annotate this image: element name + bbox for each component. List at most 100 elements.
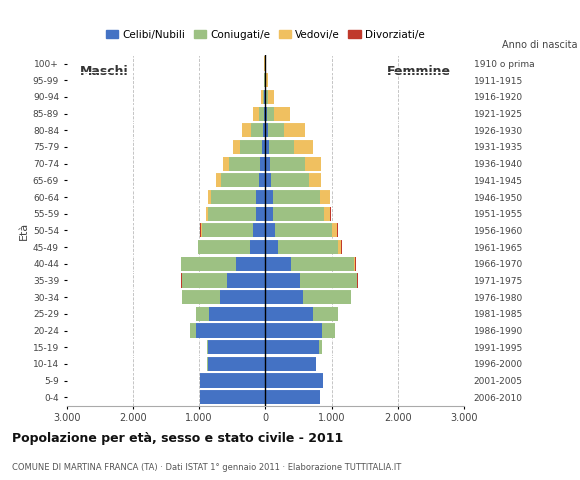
Bar <box>216 173 220 187</box>
Bar <box>266 373 323 388</box>
Text: Popolazione per età, sesso e stato civile - 2011: Popolazione per età, sesso e stato civil… <box>12 432 343 445</box>
Bar <box>268 90 274 104</box>
Bar <box>262 140 266 154</box>
Bar <box>259 173 266 187</box>
Bar <box>332 223 337 238</box>
Bar <box>354 257 356 271</box>
Bar <box>313 307 338 321</box>
Bar <box>274 223 332 238</box>
Bar <box>270 156 306 171</box>
Bar <box>266 206 273 221</box>
Bar <box>233 140 240 154</box>
Bar <box>330 206 331 221</box>
Bar <box>309 173 321 187</box>
Bar <box>200 223 201 238</box>
Bar <box>209 307 266 321</box>
Bar <box>256 206 266 221</box>
Bar <box>256 190 266 204</box>
Bar <box>337 223 338 238</box>
Bar <box>269 123 284 137</box>
Bar <box>338 240 341 254</box>
Bar <box>264 90 266 104</box>
Bar <box>324 206 330 221</box>
Bar <box>300 274 357 288</box>
Bar <box>240 140 262 154</box>
Bar <box>273 190 320 204</box>
Bar <box>266 324 322 337</box>
Bar <box>266 257 291 271</box>
Legend: Celibi/Nubili, Coniugati/e, Vedovi/e, Divorziati/e: Celibi/Nubili, Coniugati/e, Vedovi/e, Di… <box>102 25 429 44</box>
Bar <box>266 357 316 371</box>
Bar <box>266 90 268 104</box>
Bar <box>201 223 202 238</box>
Bar <box>266 140 269 154</box>
Bar <box>229 156 260 171</box>
Bar <box>271 173 309 187</box>
Text: COMUNE DI MARTINA FRANCA (TA) · Dati ISTAT 1° gennaio 2011 · Elaborazione TUTTIT: COMUNE DI MARTINA FRANCA (TA) · Dati IST… <box>12 463 401 472</box>
Bar <box>267 107 274 120</box>
Text: Anno di nascita: Anno di nascita <box>502 40 577 50</box>
Bar <box>208 340 266 354</box>
Bar <box>266 240 278 254</box>
Bar <box>266 223 274 238</box>
Bar <box>227 274 266 288</box>
Bar <box>206 340 208 354</box>
Bar <box>211 190 256 204</box>
Bar <box>266 290 303 304</box>
Bar <box>320 190 329 204</box>
Bar <box>266 190 273 204</box>
Bar <box>182 290 220 304</box>
Bar <box>303 290 351 304</box>
Text: Maschi: Maschi <box>80 65 129 78</box>
Bar <box>263 90 264 104</box>
Bar <box>260 156 266 171</box>
Bar <box>266 390 320 404</box>
Bar <box>266 173 271 187</box>
Bar <box>201 390 266 404</box>
Bar <box>266 73 268 87</box>
Bar <box>223 156 229 171</box>
Bar <box>196 324 266 337</box>
Bar <box>291 257 354 271</box>
Bar <box>294 140 313 154</box>
Y-axis label: Età: Età <box>19 221 28 240</box>
Bar <box>253 223 266 238</box>
Bar <box>266 307 313 321</box>
Bar <box>278 240 338 254</box>
Bar <box>198 240 250 254</box>
Bar <box>190 324 196 337</box>
Bar <box>220 290 266 304</box>
Bar <box>322 324 335 337</box>
Bar <box>266 123 269 137</box>
Bar <box>202 223 253 238</box>
Bar <box>182 274 227 288</box>
Bar <box>220 173 259 187</box>
Bar <box>266 156 270 171</box>
Bar <box>206 206 208 221</box>
Bar <box>250 240 266 254</box>
Bar <box>274 107 289 120</box>
Bar <box>208 206 256 221</box>
Bar <box>242 123 251 137</box>
Bar <box>200 373 266 388</box>
Bar <box>208 190 211 204</box>
Bar <box>251 123 263 137</box>
Bar <box>319 340 321 354</box>
Bar <box>263 123 266 137</box>
Bar <box>284 123 304 137</box>
Bar <box>266 274 300 288</box>
Bar <box>264 107 266 120</box>
Bar <box>259 107 264 120</box>
Bar <box>235 257 266 271</box>
Bar <box>306 156 321 171</box>
Bar <box>197 307 209 321</box>
Bar <box>273 206 324 221</box>
Bar <box>266 107 267 120</box>
Bar <box>262 90 263 104</box>
Bar <box>208 357 266 371</box>
Bar <box>253 107 259 120</box>
Bar <box>266 340 319 354</box>
Text: Femmine: Femmine <box>387 65 451 78</box>
Bar <box>269 140 294 154</box>
Bar <box>182 257 235 271</box>
